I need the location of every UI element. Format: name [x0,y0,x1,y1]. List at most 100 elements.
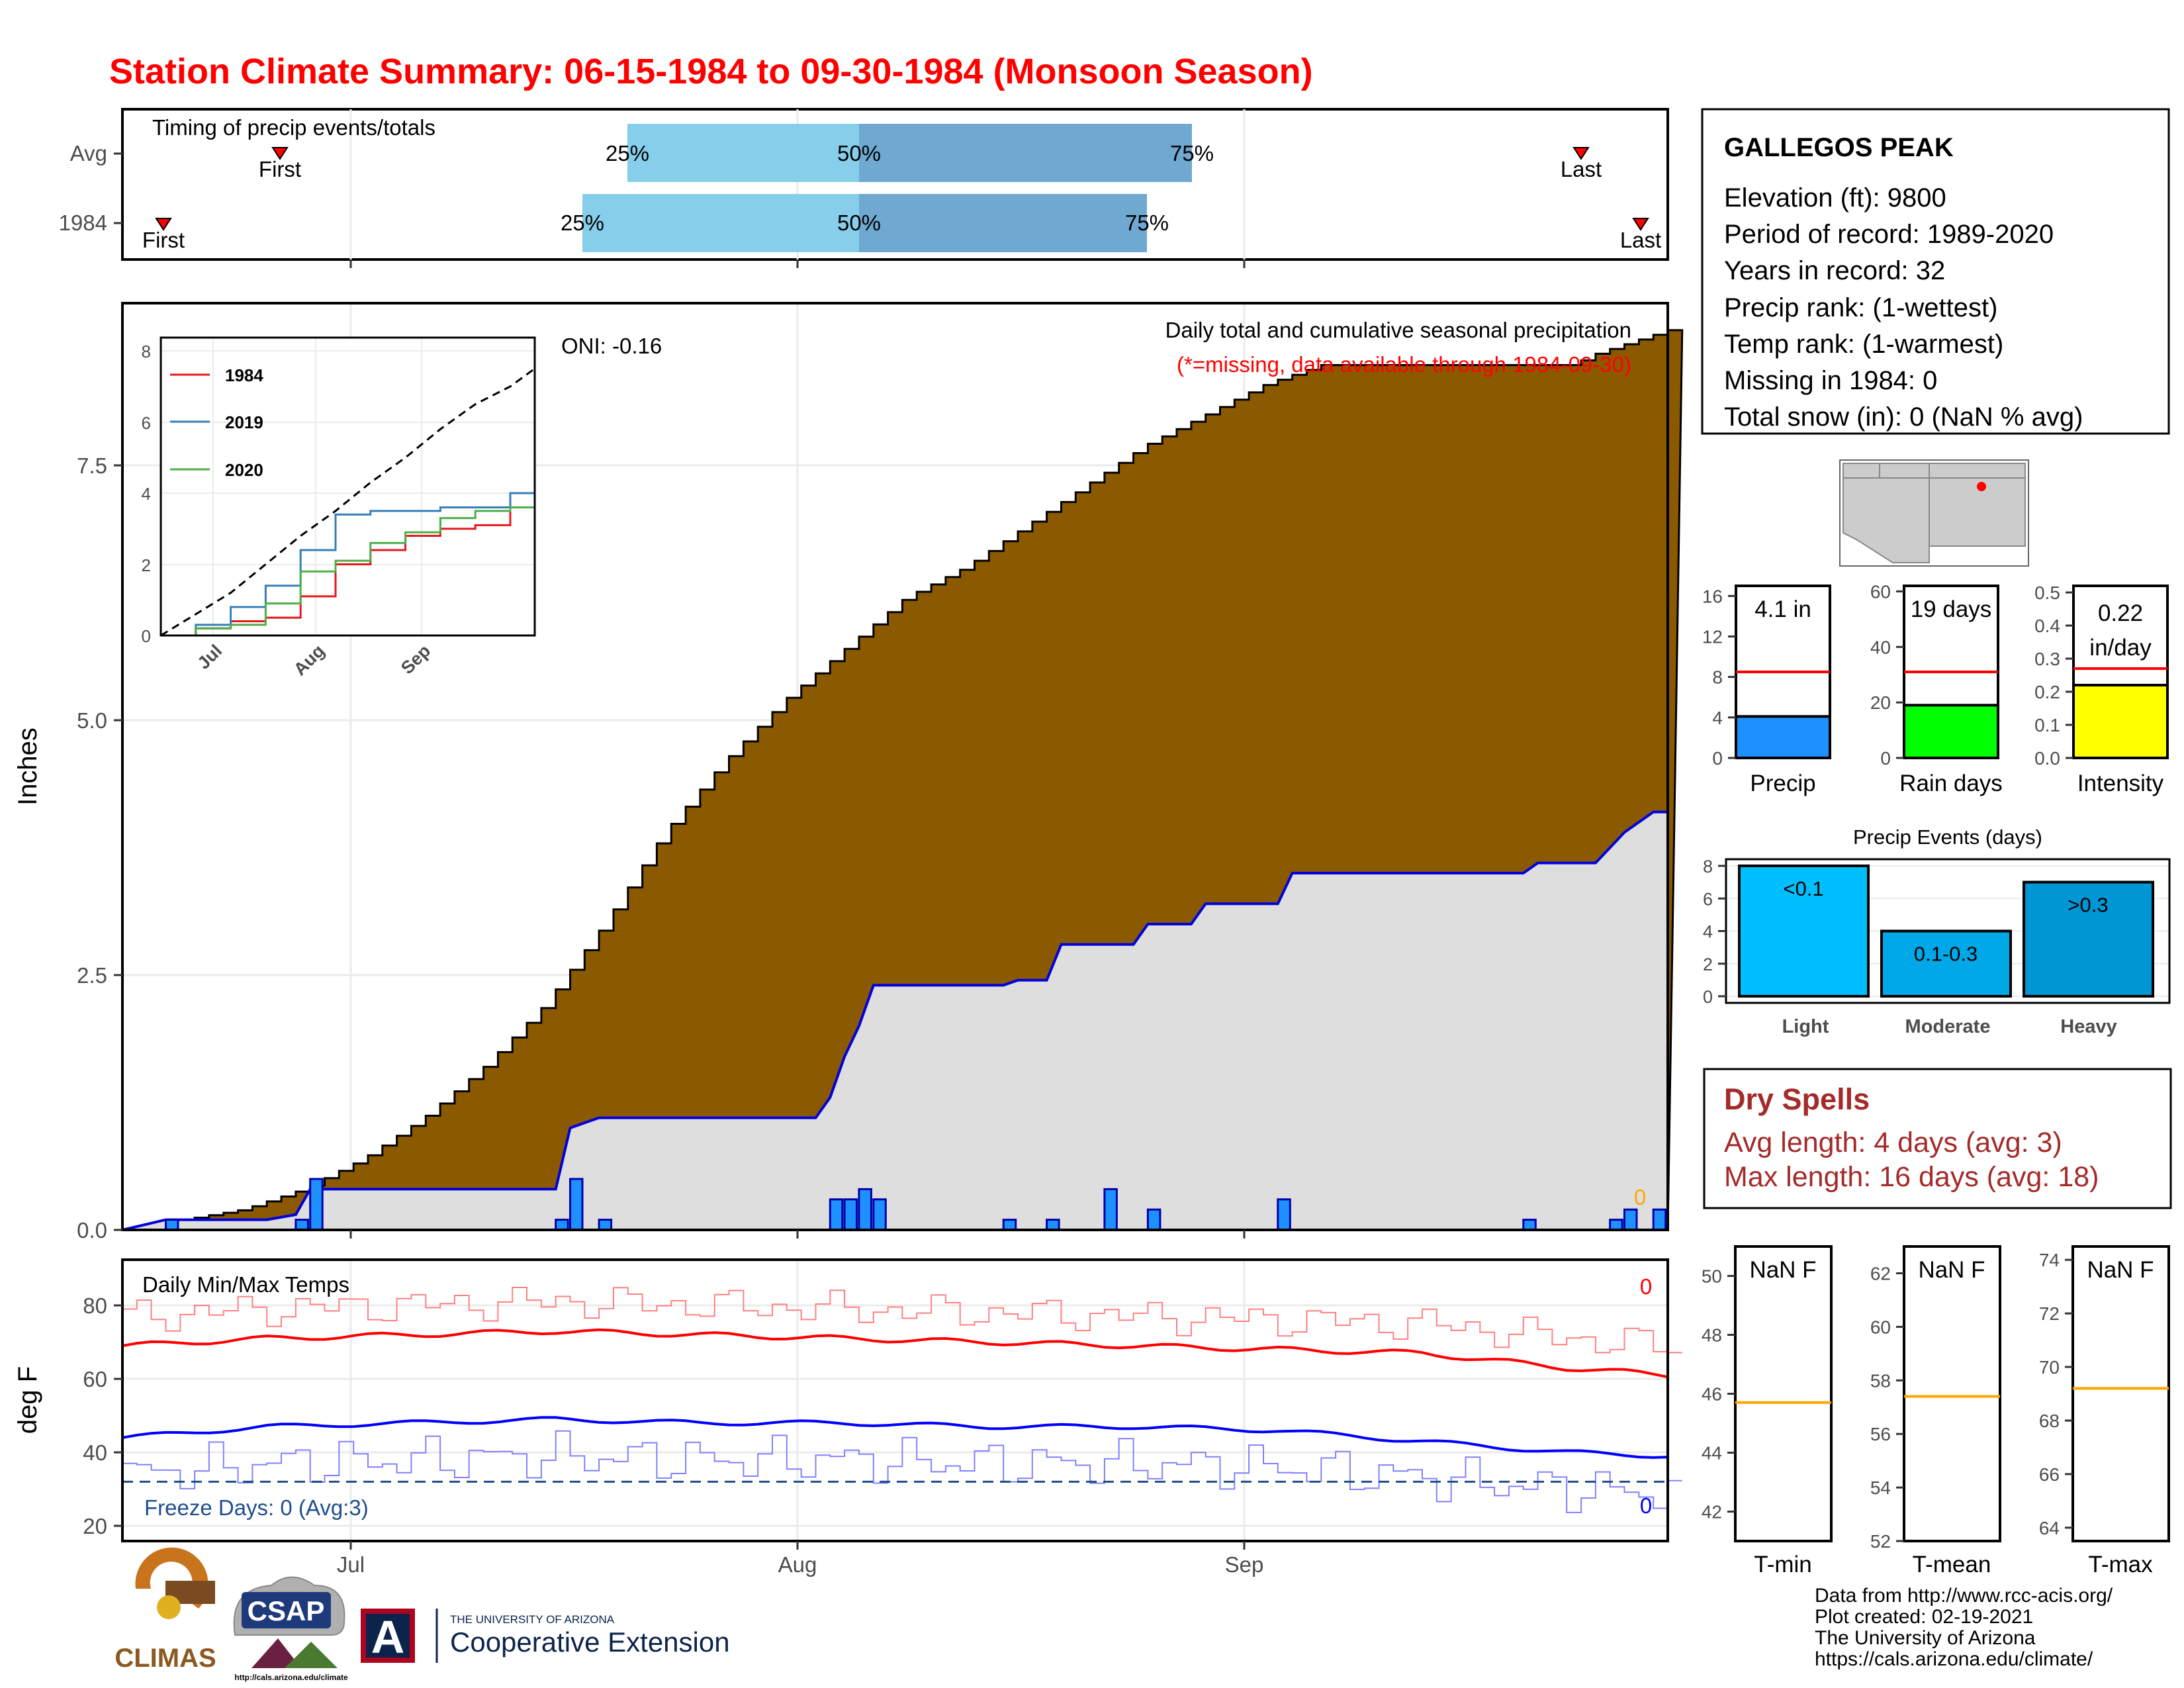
tmin-panel: NaN F T-min 42 44 46 48 50 [1702,1245,1833,1577]
temp-ylabel: deg F [13,1366,42,1434]
daily-precip-bar [309,1178,324,1231]
climas-text: CLIMAS [114,1644,216,1673]
mini-ytick-label: 0.1 [2034,715,2060,735]
daily-precip-bar [872,1198,887,1231]
precip-events-chart: Precip Events (days) <0.1 0.1-0.3 >0.3 0 2 4… [1703,825,2171,1037]
tmax-label: T-max [2088,1552,2153,1577]
coop-ext: Cooperative Extension [450,1626,730,1658]
month-sep: Sep [1225,1552,1264,1577]
intensity-value-text: 0.22 [2098,600,2143,626]
precip-mini-yticks: 0 4 8 12 16 [1702,586,1736,769]
temp-title: Daily Min/Max Temps [142,1272,349,1297]
timing-title: Timing of precip events/totals [152,115,435,140]
ua-name: THE UNIVERSITY OF ARIZONA [450,1613,615,1626]
events-bar-light [1738,865,1870,998]
tmin-missing: 0 [1640,1493,1652,1518]
tmax-daily-line [122,1287,1682,1354]
mini-ytick-label: 0 [1712,748,1723,769]
events-ytick-label: 4 [1703,922,1713,942]
inset-ytick-1: 2 [142,555,151,575]
rain-days-mini-label: Rain days [1899,771,2003,796]
mini-ytick-label: 20 [1870,692,1891,713]
precip-total-bar [1735,715,1831,760]
timing-1984-q50: 50% [837,211,881,235]
daily-precip-bar [1522,1219,1537,1231]
locator-map [1839,459,2029,567]
daily-precip-bar [1146,1208,1161,1231]
mini-ytick-label: 0.3 [2034,649,2060,669]
credit-line-3: The University of Arizona [1815,1627,2036,1649]
precip-mini-label: Precip [1750,771,1815,796]
temp-panel-ytick-label: 68 [2039,1411,2060,1431]
mini-ytick-label: 12 [1702,627,1723,647]
daily-precip-bar [1002,1219,1017,1231]
events-ytick-label: 6 [1703,889,1713,909]
tmean-value: NaN F [1918,1257,1985,1283]
inset-legend-2019: 2019 [225,412,263,432]
timing-avg-q25: 25% [606,141,649,165]
temp-panel-ytick-label: 62 [1870,1264,1891,1284]
mini-ytick-label: 4 [1712,708,1723,728]
timing-avg-last: Last [1561,157,1602,181]
daily-precip-bar [555,1219,569,1231]
credit-line-4: https://cals.arizona.edu/climate/ [1815,1648,2093,1670]
inset-legend-1984: 1984 [225,365,263,385]
events-ytick-label: 8 [1703,857,1713,876]
tmax-missing: 0 [1640,1274,1652,1299]
month-jul: Jul [337,1552,365,1577]
daily-precip-bar [858,1188,872,1231]
inset-series-lines [160,367,536,637]
temp-panel-ytick-label: 66 [2039,1464,2060,1485]
csap-logo: CSAP http://cals.arizona.edu/climate [233,1576,348,1682]
rain-days-bar [1903,704,1999,760]
station-missing: Missing in 1984: 0 [1724,366,1937,395]
timing-1984-q75: 75% [1125,211,1169,235]
mini-ytick-label: 0.0 [2034,748,2060,769]
station-period: Period of record: 1989-2020 [1724,220,2054,249]
credits: Data from http://www.rcc-acis.org/ Plot … [1815,1585,2113,1670]
temp-panel-ytick-label: 42 [1702,1502,1722,1523]
intensity-bar [2072,684,2169,759]
dry-spells-title: Dry Spells [1724,1082,1870,1116]
ua-block-a: A [371,1611,405,1663]
temp-panel-ytick-label: 56 [1870,1424,1891,1444]
daily-precip-bar [569,1178,584,1231]
station-name: GALLEGOS PEAK [1724,133,1954,162]
daily-precip-bar [1623,1208,1638,1231]
temp-panel: Daily Min/Max Temps Freeze Days: 0 (Avg:… [13,1258,1682,1577]
credit-line-1: Data from http://www.rcc-acis.org/ [1815,1585,2113,1607]
daily-precip-bar [1652,1208,1667,1231]
timing-avg-q50-q75 [859,124,1192,182]
temp-panel-ytick-label: 64 [2039,1518,2060,1538]
timing-1984-q25-q50 [582,194,859,252]
daily-precip-bar [295,1219,309,1231]
events-ytick-label: 0 [1703,987,1713,1007]
daily-precip-bar [165,1219,179,1231]
station-precip-rank: Precip rank: (1-wettest) [1724,293,1997,322]
station-snow: Total snow (in): 0 (NaN % avg) [1724,402,2083,432]
intensity-mini-chart: 0.22 in/day Intensity 0.0 0.1 0.2 0.3 0.4 0.5 [2034,583,2169,796]
precip-ytick-3: 7.5 [77,453,107,478]
intensity-mini-label: Intensity [2077,771,2164,796]
mini-ytick-label: 0.5 [2034,583,2060,603]
events-bars: <0.1 0.1-0.3 >0.3 [1738,865,2154,998]
csap-text: CSAP [248,1595,325,1626]
temp-series-lines [122,1287,1682,1513]
precip-ytick-1: 2.5 [77,963,107,988]
temp-panel-ytick-label: 72 [2039,1303,2060,1324]
tmin-yticks: 42 44 46 48 50 [1702,1266,1735,1523]
tmean-yticks: 52 54 56 58 60 62 [1870,1264,1904,1552]
events-cat-moderate: Moderate [1905,1016,1991,1037]
daily-precip-bar [1103,1188,1118,1231]
intensity-mini-yticks: 0.0 0.1 0.2 0.3 0.4 0.5 [2034,583,2073,769]
precip-mini-chart: 4.1 in Precip 0 4 8 12 16 [1702,585,1831,796]
precip-panel: ONI: -0.16 Daily total and cumulative se… [13,302,1684,1243]
mini-ytick-label: 40 [1870,637,1891,657]
oni-label: ONI: -0.16 [561,334,662,358]
rain-days-mini-chart: 19 days Rain days 0 20 40 60 [1870,581,2003,796]
tmean-label: T-mean [1913,1552,1991,1577]
temp-ytick-20: 20 [83,1514,107,1538]
tmax-avg-line [122,1328,1668,1379]
events-ytick-label: 2 [1703,955,1713,974]
